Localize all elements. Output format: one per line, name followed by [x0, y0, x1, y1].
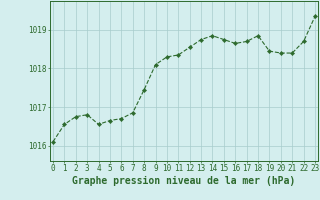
- X-axis label: Graphe pression niveau de la mer (hPa): Graphe pression niveau de la mer (hPa): [72, 176, 296, 186]
